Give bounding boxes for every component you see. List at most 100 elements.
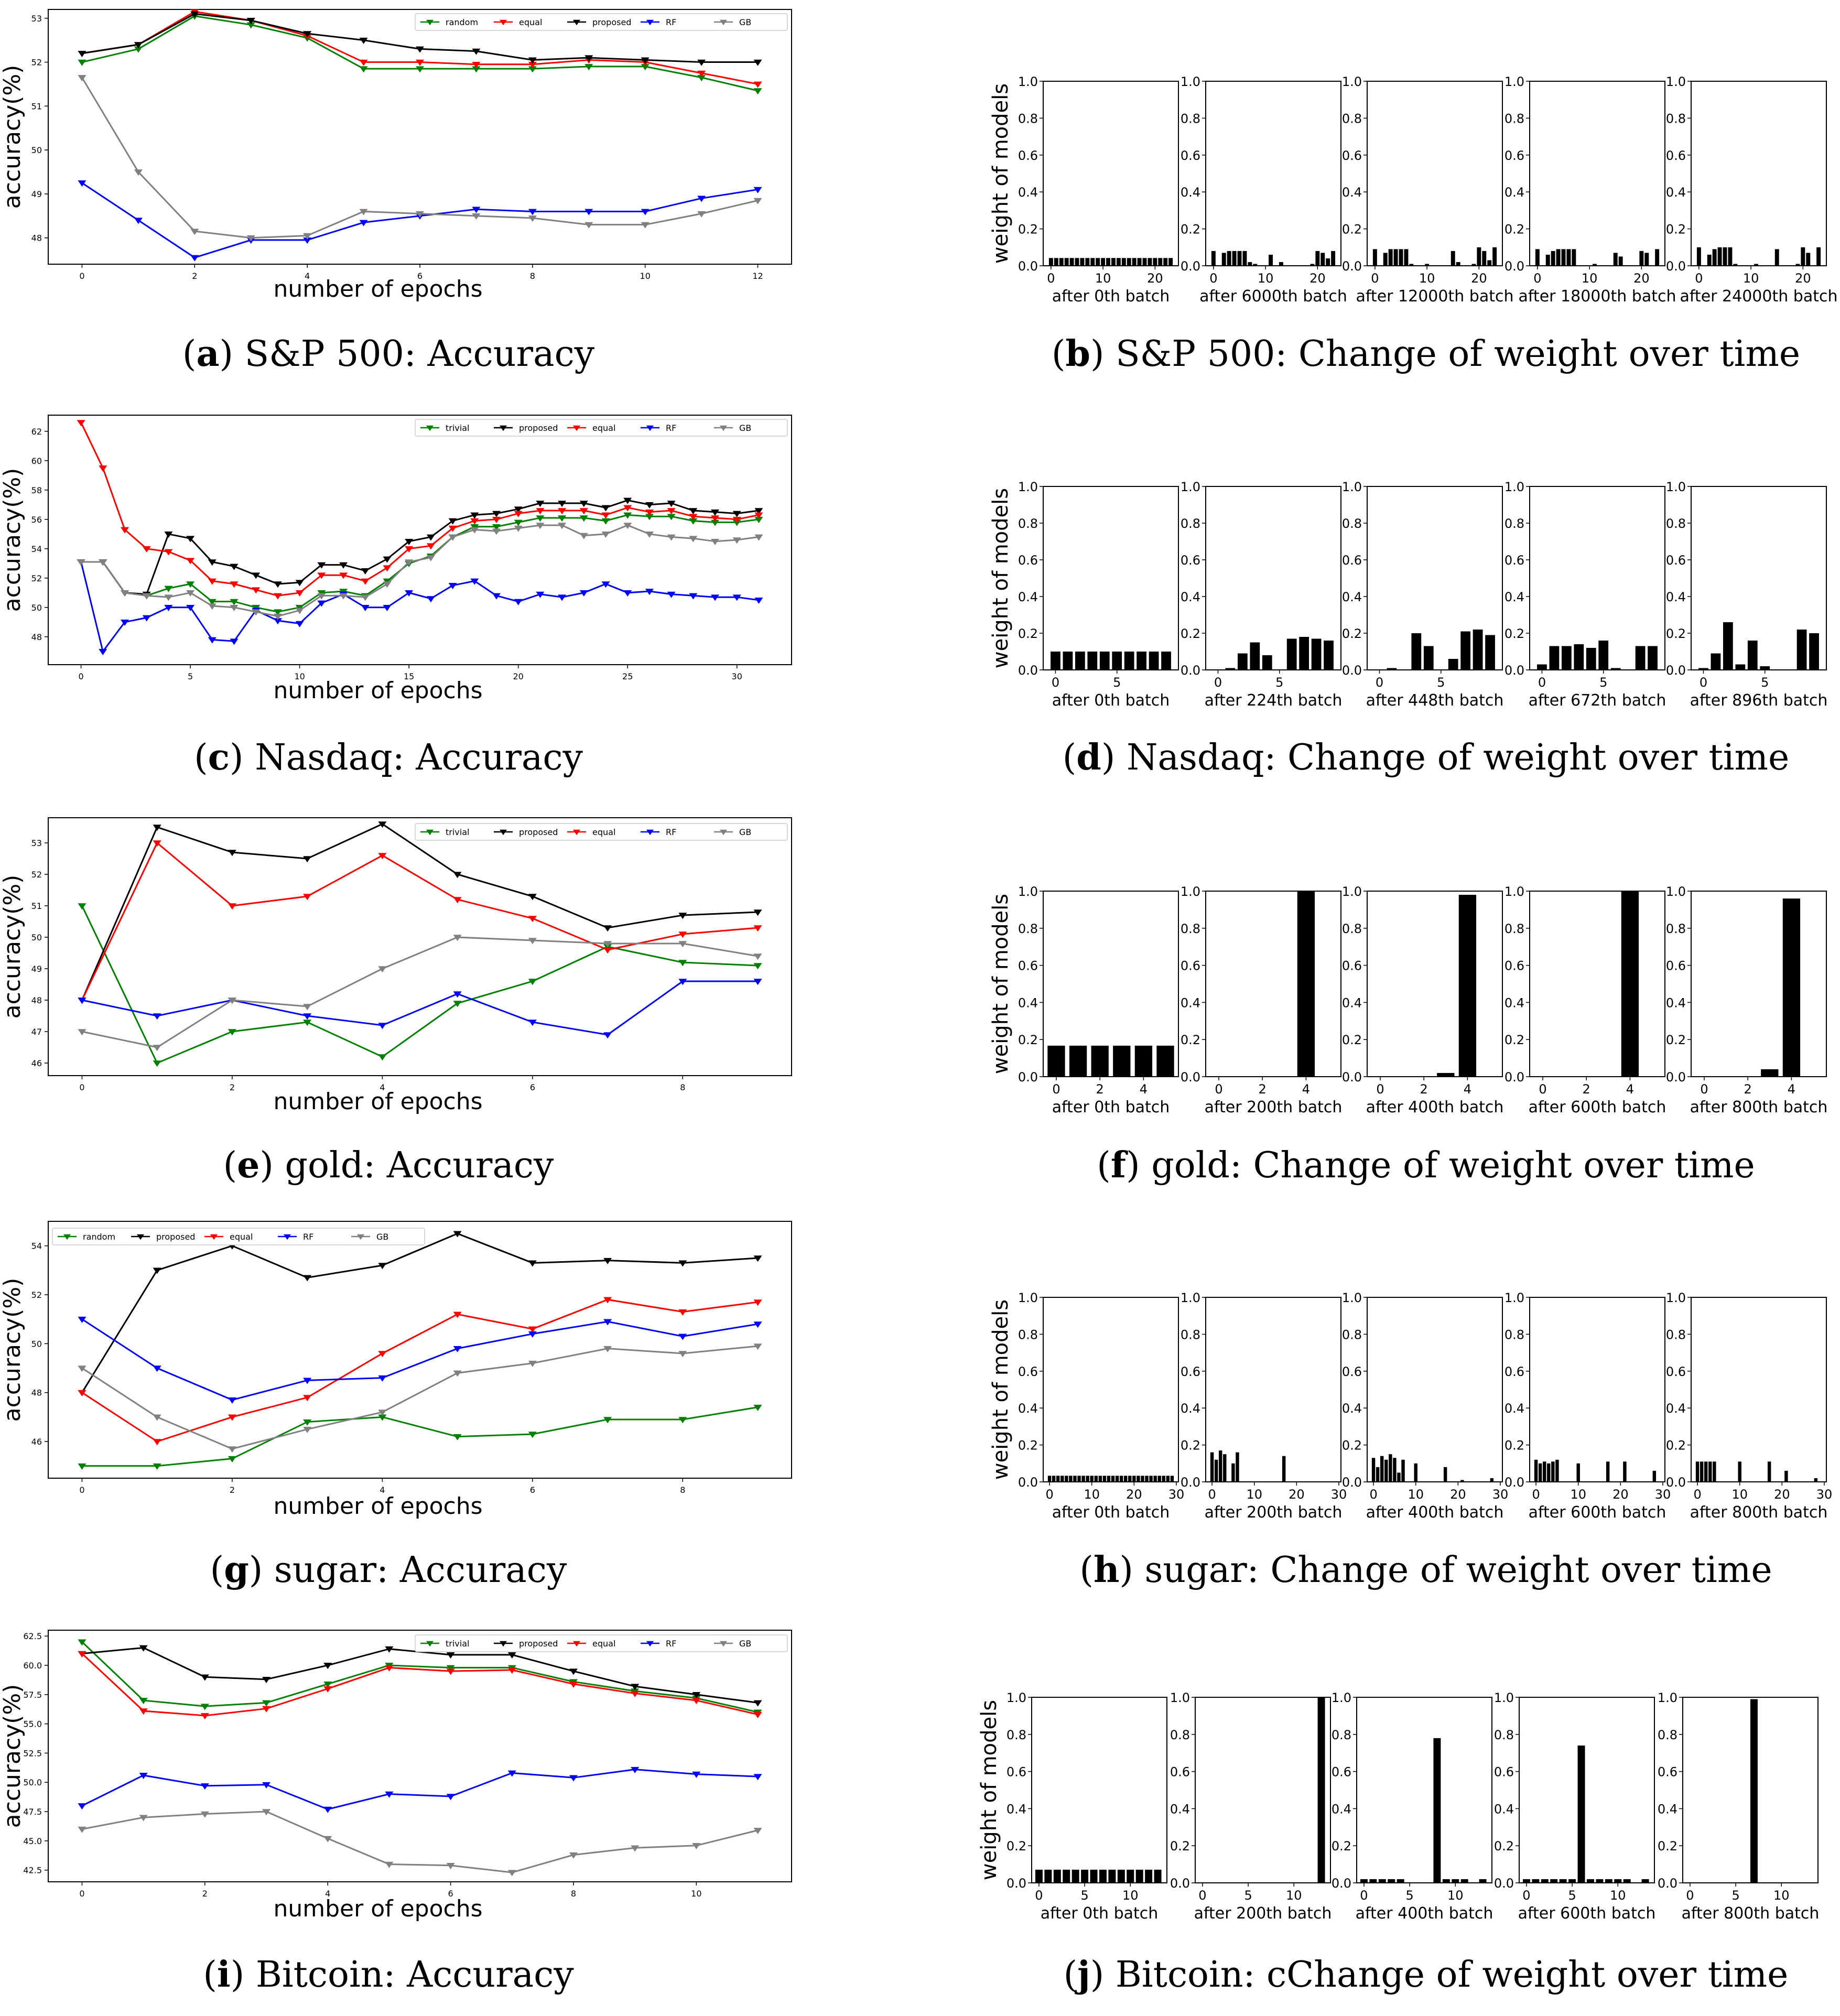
x-tick-label: 10 [1773, 1888, 1790, 1903]
weight-bar [1452, 1879, 1459, 1883]
weight-bar [1250, 642, 1260, 670]
y-axis-label: accuracy(%) [0, 468, 26, 612]
weight-bar [1614, 1879, 1622, 1883]
x-tick-label: 5 [1405, 1888, 1413, 1903]
y-tick-label: 1.0 [1342, 1291, 1362, 1305]
series-line [81, 841, 758, 1001]
x-tick-label: 0 [1686, 1888, 1694, 1903]
weight-bar [1485, 635, 1495, 670]
x-tick-label: 20 [1795, 271, 1811, 286]
panel-label: after 200th batch [1205, 1098, 1343, 1117]
y-tick-label: 0.0 [1342, 259, 1362, 274]
data-point [603, 1032, 612, 1039]
weight-bar [1761, 1069, 1779, 1077]
data-point [678, 1351, 687, 1358]
x-tick-label: 2 [202, 1889, 208, 1899]
data-point [252, 587, 261, 594]
x-tick-label: 20 [513, 671, 523, 681]
data-point [732, 517, 741, 523]
data-point [558, 523, 567, 529]
data-point [558, 594, 567, 601]
weight-bar [1393, 249, 1398, 266]
data-point [228, 850, 236, 857]
y-tick-label: 0.8 [1342, 111, 1362, 126]
y-tick-label: 50 [31, 933, 42, 942]
data-point [641, 64, 650, 71]
data-point [585, 209, 593, 215]
data-point [153, 1439, 161, 1446]
data-point [273, 593, 282, 600]
y-tick-label: 55.0 [23, 1719, 42, 1729]
data-point [753, 925, 762, 932]
weight-bar [1572, 249, 1576, 266]
x-tick-label: 6 [530, 1082, 535, 1092]
data-point [164, 586, 173, 592]
data-point [528, 938, 537, 945]
panel-frame [1519, 1697, 1655, 1883]
weight-bar [1549, 646, 1560, 670]
weight-bar [1149, 652, 1159, 670]
bar-panel: 0 5 0.0 0.2 0.4 0.6 0.8 1.0 after 672th batch [1505, 480, 1666, 710]
data-point [569, 1775, 578, 1782]
x-tick-label: 0 [1376, 675, 1383, 690]
data-point [753, 979, 762, 985]
weight-bar [1225, 668, 1236, 670]
panel-label: after 896th batch [1690, 691, 1828, 710]
weight-bar [1477, 247, 1481, 266]
weight-bar [1059, 258, 1064, 266]
data-point [230, 599, 239, 605]
data-point [142, 546, 151, 552]
bar-panel: 0 10 20 0.0 0.2 0.4 0.6 0.8 1.0 after 12000th bat… [1342, 74, 1514, 306]
data-point [246, 235, 255, 242]
data-point [303, 233, 312, 240]
data-point [689, 518, 698, 525]
weight-bar [1707, 254, 1712, 266]
series-GB [78, 1809, 762, 1877]
data-point [631, 1845, 640, 1852]
y-tick-label: 0.2 [1494, 1839, 1514, 1854]
y-tick-label: 0.4 [1018, 185, 1038, 200]
weight-bar [1460, 631, 1471, 670]
panel-frame [1195, 1697, 1331, 1883]
legend-marker [646, 1641, 654, 1647]
data-point [514, 525, 523, 532]
data-point [692, 1842, 701, 1849]
y-tick-label: 51 [31, 901, 42, 911]
x-tick-label: 5 [1599, 675, 1607, 690]
data-point [528, 66, 537, 73]
panel-label: after 400th batch [1366, 1098, 1504, 1117]
y-tick-label: 50.0 [23, 1777, 42, 1787]
y-tick-label: 0.2 [1006, 1839, 1026, 1854]
series-line [81, 1769, 758, 1811]
x-tick-label: 0 [79, 1485, 84, 1495]
x-tick-label: 10 [1731, 1487, 1748, 1502]
x-tick-label: 0 [1198, 1888, 1206, 1903]
data-point [667, 508, 676, 515]
y-tick-label: 0.8 [1342, 516, 1362, 531]
data-point [378, 1414, 387, 1421]
weight-bar [1054, 258, 1058, 266]
legend-marker [720, 1641, 727, 1647]
figure-caption: (b) S&P 500: Change of weight over time [1052, 333, 1800, 375]
y-tick-label: 1.0 [1018, 480, 1038, 494]
y-tick-label: 0.8 [1342, 1327, 1362, 1342]
data-point [603, 941, 612, 948]
data-point [528, 209, 537, 215]
y-tick-label: 0.8 [1666, 1327, 1686, 1342]
y-tick-label: 0.2 [1181, 1438, 1200, 1453]
bar-panel: 0 5 0.0 0.2 0.4 0.6 0.8 1.0 after 448th batch [1342, 480, 1504, 710]
panel-frame [1367, 1297, 1503, 1482]
y-tick-label: 0.8 [1342, 922, 1362, 936]
data-point [631, 1690, 640, 1697]
y-tick-label: 0.0 [1666, 1070, 1686, 1085]
series-line [80, 422, 759, 597]
data-point [78, 180, 86, 187]
data-point [273, 581, 282, 588]
y-tick-label: 54 [31, 544, 42, 554]
weight-bar [1556, 249, 1561, 266]
y-tick-label: 1.0 [1666, 74, 1686, 89]
legend-box [415, 1634, 788, 1652]
data-point [378, 1023, 387, 1029]
